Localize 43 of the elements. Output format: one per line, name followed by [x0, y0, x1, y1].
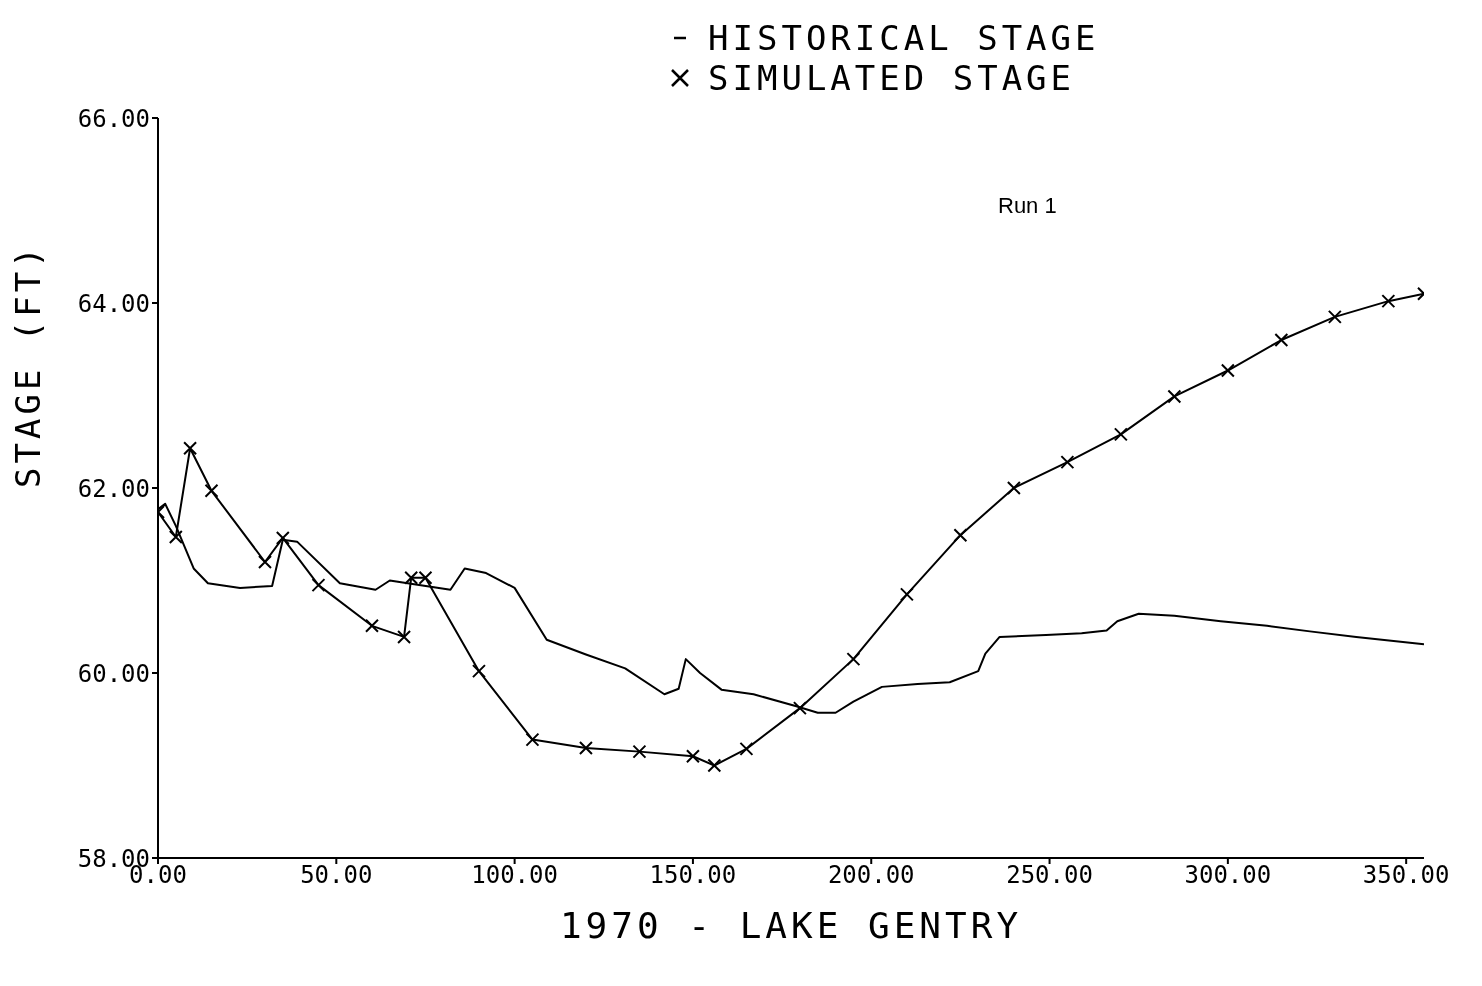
point — [183, 441, 198, 456]
point — [1327, 309, 1342, 324]
point — [275, 530, 290, 545]
point — [1167, 389, 1182, 404]
point — [1006, 481, 1021, 495]
point — [397, 629, 412, 644]
point — [1220, 363, 1235, 378]
point — [685, 749, 700, 764]
x-tick-label: 100.00 — [471, 861, 558, 890]
point — [257, 555, 272, 569]
x-tick-label: 350.00 — [1362, 861, 1450, 890]
y-tick-label: 66.00 — [77, 104, 150, 133]
x-tick-label: 200.00 — [827, 861, 915, 890]
point — [1060, 455, 1075, 470]
x-tick-label: 300.00 — [1184, 861, 1272, 890]
point — [739, 741, 754, 756]
point — [1113, 427, 1128, 442]
point — [707, 758, 722, 773]
point — [1381, 294, 1396, 309]
annotation: Run 1 — [998, 193, 1057, 219]
point — [632, 744, 647, 759]
point — [846, 652, 861, 667]
point — [578, 740, 593, 755]
point — [525, 732, 540, 747]
point — [1274, 333, 1289, 347]
y-tick-label: 60.00 — [77, 659, 150, 688]
x-tick-label: 150.00 — [649, 861, 737, 890]
legend-label: SIMULATED STAGE — [708, 58, 1076, 98]
point — [953, 528, 968, 543]
point — [311, 578, 326, 593]
point — [168, 530, 183, 545]
point — [364, 618, 379, 633]
point — [204, 483, 219, 498]
y-tick-label: 62.00 — [77, 474, 150, 503]
point — [899, 587, 914, 602]
y-axis-title: STAGE (FT) — [8, 243, 49, 488]
legend-label: HISTORICAL STAGE — [708, 18, 1100, 58]
x-axis-title: 1970 - LAKE GENTRY — [559, 905, 1023, 946]
x-tick-label: 250.00 — [1006, 861, 1093, 890]
x-tick-label: 50.00 — [300, 861, 373, 890]
y-tick-label: 64.00 — [77, 289, 150, 318]
point — [792, 701, 807, 716]
point — [471, 664, 486, 679]
